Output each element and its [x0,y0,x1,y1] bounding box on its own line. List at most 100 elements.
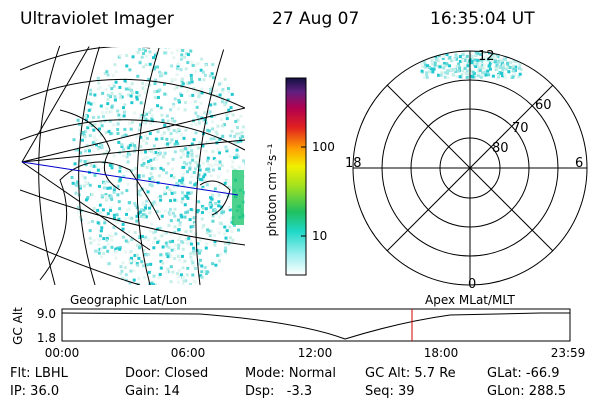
emission-pixel [159,259,163,263]
emission-pixel [196,162,200,166]
emission-pixel [433,61,437,65]
emission-pixel [231,160,235,164]
emission-pixel [506,66,510,70]
emission-pixel [430,62,434,66]
emission-pixel [106,102,110,106]
emission-pixel [193,63,197,67]
emission-pixel [201,204,205,208]
emission-pixel [238,136,242,140]
emission-pixel [93,173,97,177]
emission-pixel [177,268,181,272]
emission-pixel [145,54,149,58]
emission-pixel [160,214,164,218]
emission-pixel [177,274,181,278]
emission-pixel [100,194,104,198]
emission-pixel [121,276,125,280]
emission-pixel [214,201,218,205]
emission-pixel [122,106,126,110]
emission-pixel [467,72,471,76]
emission-pixel [180,79,184,83]
emission-pixel [161,261,165,265]
emission-pixel [197,251,201,255]
emission-pixel [516,51,520,55]
emission-pixel [440,63,444,67]
emission-pixel [139,208,143,212]
emission-pixel [196,114,200,118]
emission-pixel [152,246,156,250]
emission-pixel [175,85,179,89]
emission-pixel [168,141,172,145]
emission-pixel [133,111,137,115]
emission-pixel [516,53,520,57]
emission-pixel [195,90,199,94]
emission-pixel [113,63,117,67]
emission-pixel [225,113,229,117]
emission-pixel [135,214,139,218]
emission-pixel [218,167,222,171]
emission-pixel [124,133,128,137]
emission-pixel [123,154,127,158]
info-field: Mode: Normal [245,366,336,381]
emission-pixel [206,156,210,160]
emission-pixel [179,48,183,52]
emission-pixel [483,58,487,62]
emission-pixel [225,149,229,153]
emission-pixel [79,151,83,155]
emission-pixel [224,236,228,240]
emission-pixel [448,64,452,68]
emission-pixel [117,140,121,144]
emission-pixel [158,210,162,214]
emission-pixel [110,166,114,170]
emission-pixel [115,213,119,217]
emission-pixel [478,61,482,65]
emission-pixel [211,168,215,172]
emission-pixel [152,67,156,71]
emission-pixel [188,283,192,285]
emission-pixel [169,219,173,223]
emission-pixel [443,64,447,68]
emission-pixel [198,141,202,145]
emission-pixel [161,245,165,249]
emission-pixel [184,230,188,234]
emission-pixel [223,77,227,81]
emission-pixel [185,273,189,277]
emission-pixel [151,56,155,60]
emission-pixel [123,266,127,270]
emission-pixel [187,208,191,212]
emission-pixel [89,92,93,96]
emission-pixel [227,108,231,112]
emission-pixel [188,218,192,222]
emission-pixel [486,60,490,64]
emission-pixel [154,151,158,155]
emission-pixel [138,193,142,197]
emission-pixel [96,76,100,80]
emission-pixel [178,223,182,227]
emission-pixel [194,111,198,115]
info-field: Gain: 14 [125,384,180,399]
emission-pixel [96,168,100,172]
emission-pixel [127,207,131,211]
emission-pixel [454,53,458,57]
emission-pixel [236,155,240,159]
emission-pixel [153,236,157,240]
info-field: Door: Closed [125,366,208,381]
emission-pixel [130,142,134,146]
emission-pixel [169,108,173,112]
emission-pixel [479,75,483,79]
emission-pixel [176,280,180,284]
emission-pixel [122,147,126,151]
emission-pixel [99,255,103,259]
emission-pixel [137,93,141,97]
emission-pixel [156,153,160,157]
emission-pixel [187,236,191,240]
emission-pixel [227,240,231,244]
emission-pixel [211,262,215,266]
emission-pixel [133,259,137,263]
emission-pixel [109,206,113,210]
emission-pixel [83,135,87,139]
emission-pixel [233,156,237,160]
emission-pixel [153,65,157,69]
emission-pixel [138,210,142,214]
emission-pixel [109,132,113,136]
emission-pixel [100,124,104,128]
